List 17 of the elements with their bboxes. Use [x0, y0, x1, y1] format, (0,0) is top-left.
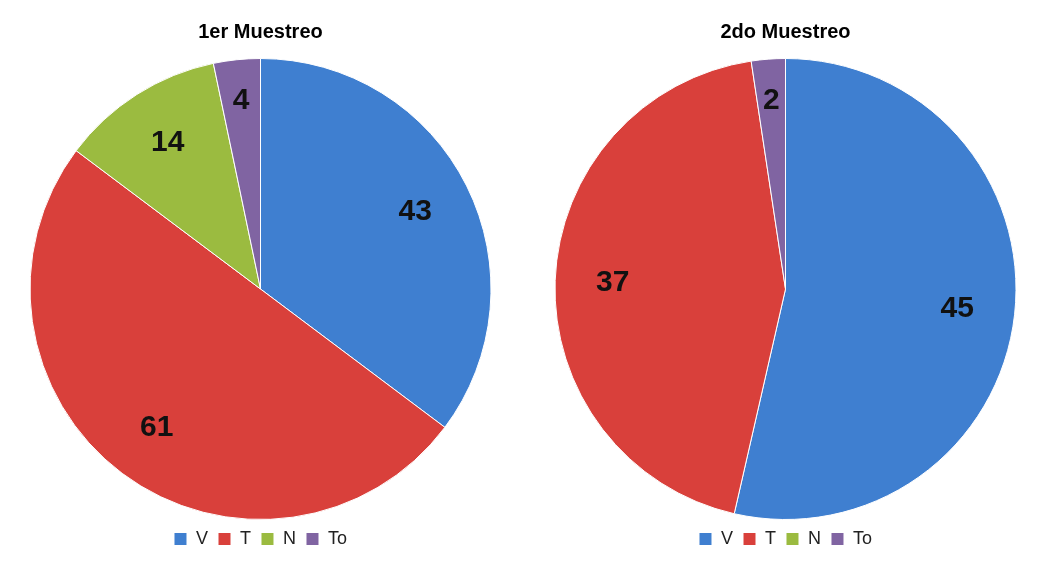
data-label: 14	[151, 124, 185, 158]
data-label: 2	[763, 81, 780, 115]
legend-label: V	[720, 527, 734, 548]
legend-label: To	[327, 527, 348, 548]
chart-title: 2do Muestreo	[720, 19, 851, 42]
legend-label: To	[852, 527, 873, 548]
data-label: 45	[940, 289, 974, 323]
legend-label: N	[283, 527, 296, 548]
data-label: 37	[596, 263, 630, 297]
legend-label: T	[240, 527, 251, 548]
legend-label: V	[195, 527, 209, 548]
legend-label: T	[765, 527, 776, 548]
chart-title: 1er Muestreo	[198, 19, 323, 42]
data-label: 43	[398, 192, 432, 226]
data-label: 4	[232, 82, 250, 116]
data-label: 61	[140, 408, 174, 442]
legend-label: N	[808, 527, 821, 548]
